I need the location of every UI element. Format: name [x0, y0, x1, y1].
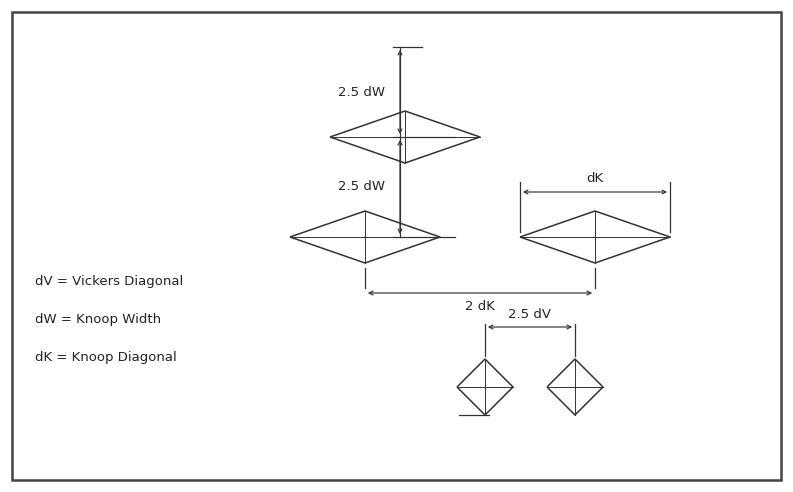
Text: dK: dK [587, 172, 603, 185]
Text: dW = Knoop Width: dW = Knoop Width [35, 312, 161, 326]
Text: dV = Vickers Diagonal: dV = Vickers Diagonal [35, 275, 183, 287]
Text: 2.5 dW: 2.5 dW [338, 86, 385, 98]
Text: 2.5 dW: 2.5 dW [338, 181, 385, 193]
Text: 2.5 dV: 2.5 dV [508, 308, 551, 321]
Text: dK = Knoop Diagonal: dK = Knoop Diagonal [35, 350, 177, 364]
Text: 2 dK: 2 dK [465, 300, 495, 313]
